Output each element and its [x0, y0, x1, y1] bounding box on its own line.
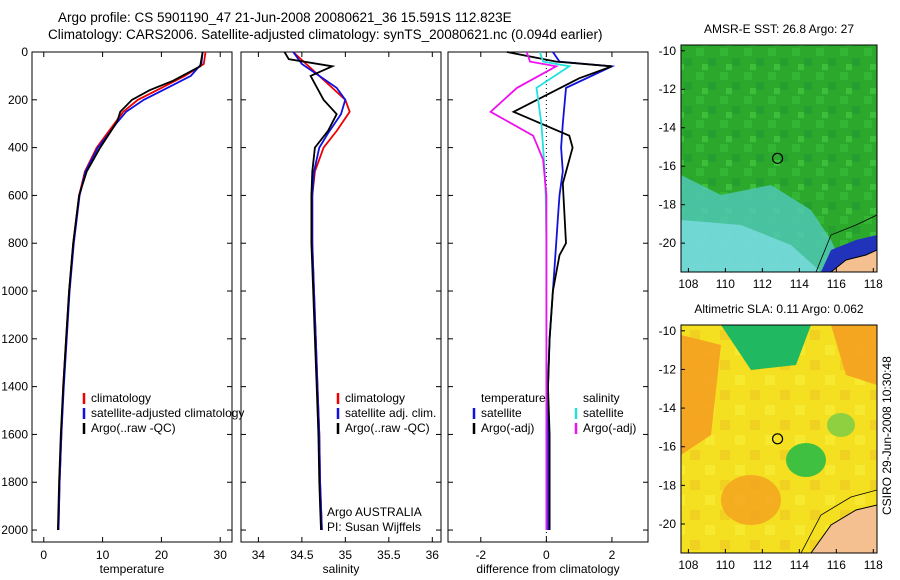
x-tick-label: 30 — [214, 548, 228, 562]
legend-sal-satellite: satellite — [583, 406, 624, 420]
x-tick-label: 110 — [716, 277, 735, 291]
high-sla-eddy — [721, 475, 781, 525]
x-tick-label: 110 — [716, 558, 735, 572]
cold-water-region — [681, 220, 821, 272]
argo-position-marker — [771, 433, 784, 445]
series-line — [506, 51, 613, 530]
series-line — [57, 51, 207, 531]
high-sla-region — [831, 325, 877, 385]
series-line — [283, 51, 338, 531]
y-tick-label: -14 — [659, 121, 677, 135]
panel-frame-salinity — [240, 51, 442, 543]
mid-sla-eddy — [827, 413, 855, 437]
sla-map-title: Altimetric SLA: 0.11 Argo: 0.062 — [694, 302, 864, 316]
low-sla-region — [721, 325, 811, 370]
x-tick-label: 10 — [96, 548, 110, 562]
series-line — [547, 51, 616, 530]
legend-satellite-adj-clim: satellite adj. clim. — [345, 406, 436, 420]
figure-title-line1: Argo profile: CS 5901190_47 21-Jun-2008 … — [58, 10, 512, 25]
series-line — [57, 51, 204, 531]
y-tick-label: -12 — [659, 362, 677, 376]
x-tick-label: 116 — [827, 558, 846, 572]
x-tick-label: 36 — [426, 548, 440, 562]
map-frame — [680, 44, 878, 273]
pi-label: PI: Susan Wijffels — [327, 520, 421, 534]
land-mass — [830, 249, 877, 272]
bathymetry-contour — [815, 214, 877, 272]
y-tick-label: 0 — [21, 45, 28, 59]
x-axis-label: temperature — [100, 562, 165, 576]
y-tick-label: -12 — [659, 82, 677, 96]
y-tick-label: 200 — [8, 93, 28, 107]
y-tick-label: 1800 — [1, 475, 28, 489]
x-tick-label: 34 — [252, 548, 266, 562]
x-axis-label: difference from climatology — [476, 562, 619, 576]
x-tick-label: 108 — [678, 277, 698, 291]
x-tick-label: 116 — [827, 277, 846, 291]
low-sla-eddy — [786, 443, 826, 477]
figure-title-line2: Climatology: CARS2006. Satellite-adjuste… — [48, 27, 603, 42]
y-tick-label: -10 — [659, 324, 677, 338]
x-tick-label: 20 — [155, 548, 169, 562]
series-line — [57, 51, 204, 531]
legend-sal-argo: Argo(-adj) — [583, 421, 636, 435]
argo-position-marker — [771, 152, 784, 164]
legend-title-temperature: temperature — [481, 391, 546, 405]
land-mass — [810, 504, 877, 553]
x-tick-label: -2 — [475, 548, 486, 562]
legend-climatology: climatology — [91, 391, 151, 405]
x-tick-label: 114 — [790, 558, 809, 572]
x-tick-label: 35 — [339, 548, 353, 562]
y-tick-label: -10 — [659, 44, 677, 58]
high-sla-region — [681, 335, 721, 455]
x-tick-label: 108 — [678, 558, 698, 572]
y-tick-label: -20 — [659, 517, 677, 531]
x-tick-label: 112 — [753, 558, 772, 572]
x-tick-label: 0 — [543, 548, 550, 562]
y-tick-label: -20 — [659, 236, 677, 250]
series-line — [292, 51, 351, 531]
legend-temp-argo: Argo(-adj) — [481, 421, 534, 435]
panel-frame-difference — [447, 51, 649, 543]
legend-satellite-adjusted: satellite-adjusted climatology — [91, 406, 244, 420]
x-tick-label: 118 — [864, 277, 883, 291]
y-tick-label: -16 — [659, 440, 677, 454]
x-tick-label: 118 — [864, 558, 883, 572]
y-tick-label: -18 — [659, 478, 677, 492]
legend-title-salinity: salinity — [583, 391, 620, 405]
x-tick-label: 35.5 — [377, 548, 401, 562]
legend-climatology: climatology — [345, 391, 405, 405]
y-tick-label: 1400 — [1, 380, 28, 394]
y-tick-label: -16 — [659, 159, 677, 173]
x-tick-label: 114 — [790, 277, 809, 291]
sst-map — [681, 45, 877, 272]
y-tick-label: 600 — [8, 188, 28, 202]
y-tick-label: 1000 — [1, 284, 28, 298]
legend-argo: Argo(..raw -QC) — [345, 421, 430, 435]
float-owner-label: Argo AUSTRALIA — [327, 505, 422, 519]
sst-map-title: AMSR-E SST: 26.8 Argo: 27 — [704, 22, 854, 36]
y-tick-label: 1200 — [1, 332, 28, 346]
y-tick-label: -18 — [659, 198, 677, 212]
series-line — [489, 51, 559, 530]
y-tick-label: 1600 — [1, 427, 28, 441]
y-tick-label: 2000 — [1, 523, 28, 537]
x-tick-label: 2 — [609, 548, 616, 562]
legend-temp-satellite: satellite — [481, 406, 522, 420]
y-tick-label: -14 — [659, 401, 677, 415]
bathymetry-contour — [800, 489, 877, 553]
x-axis-label: salinity — [323, 562, 360, 576]
y-tick-label: 800 — [8, 236, 28, 250]
legend-argo: Argo(..raw -QC) — [91, 421, 176, 435]
x-tick-label: 112 — [753, 277, 772, 291]
x-tick-label: 34.5 — [290, 548, 314, 562]
y-tick-label: 400 — [8, 141, 28, 155]
map-frame — [680, 324, 878, 554]
sla-map — [681, 325, 877, 553]
panel-frame-temperature — [31, 51, 233, 543]
x-tick-label: 0 — [40, 548, 47, 562]
